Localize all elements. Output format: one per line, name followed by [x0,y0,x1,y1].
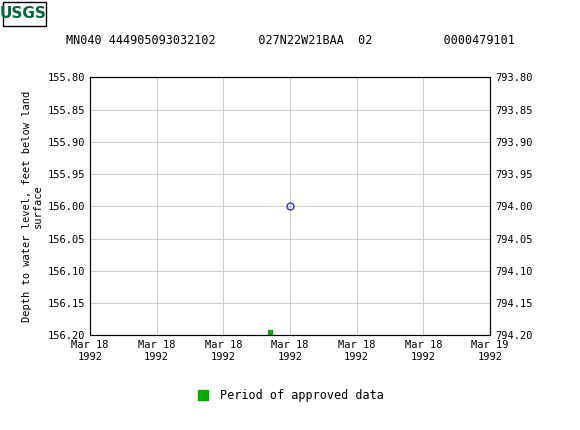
Text: USGS: USGS [0,6,46,22]
Y-axis label: Depth to water level, feet below land
surface: Depth to water level, feet below land su… [22,91,44,322]
Legend: Period of approved data: Period of approved data [191,384,389,407]
FancyBboxPatch shape [3,2,46,26]
Text: MN040 444905093032102      027N22W21BAA  02          0000479101: MN040 444905093032102 027N22W21BAA 02 00… [66,34,514,47]
